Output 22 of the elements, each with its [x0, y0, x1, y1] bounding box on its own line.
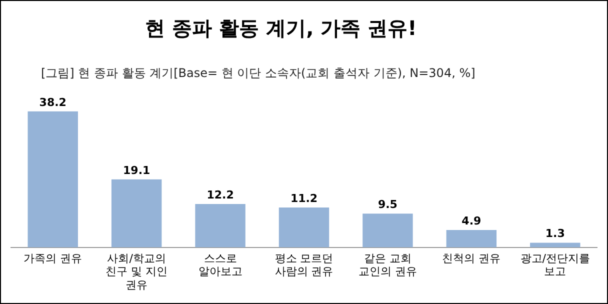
bar: [446, 230, 497, 248]
chart-title: 현 종파 활동 계기, 가족 권유!: [144, 15, 418, 42]
bar: [111, 179, 162, 248]
data-label: 38.2: [39, 96, 66, 109]
x-tick-label: 같은 교회 교인의 권유: [358, 252, 417, 278]
data-label: 11.2: [290, 192, 318, 205]
data-label: 19.1: [123, 164, 150, 177]
x-tick-label: 가족의 권유: [24, 252, 82, 265]
bar: [278, 208, 330, 248]
data-label: 1.3: [545, 227, 565, 240]
x-tick-label: 스스로 알아보고: [198, 252, 242, 278]
chart-subtitle: [그림] 현 종파 활동 계기[Base= 현 이단 소속자(교회 출석자 기준), N=304, %]: [41, 65, 476, 82]
x-tick-label: 광고/전단지를 보고: [520, 252, 590, 278]
bar: [28, 111, 78, 248]
x-tick-label: 평소 모르던 사람의 권유: [274, 252, 334, 278]
data-label: 12.2: [206, 188, 234, 202]
data-label: 9.5: [378, 198, 398, 211]
bar: [195, 204, 246, 248]
x-tick-label: 사회/학교의 친구 및 지인 권유: [106, 252, 168, 292]
data-label: 4.9: [462, 214, 482, 228]
bar: [362, 214, 413, 248]
x-tick-label: 친척의 권유: [442, 252, 501, 265]
